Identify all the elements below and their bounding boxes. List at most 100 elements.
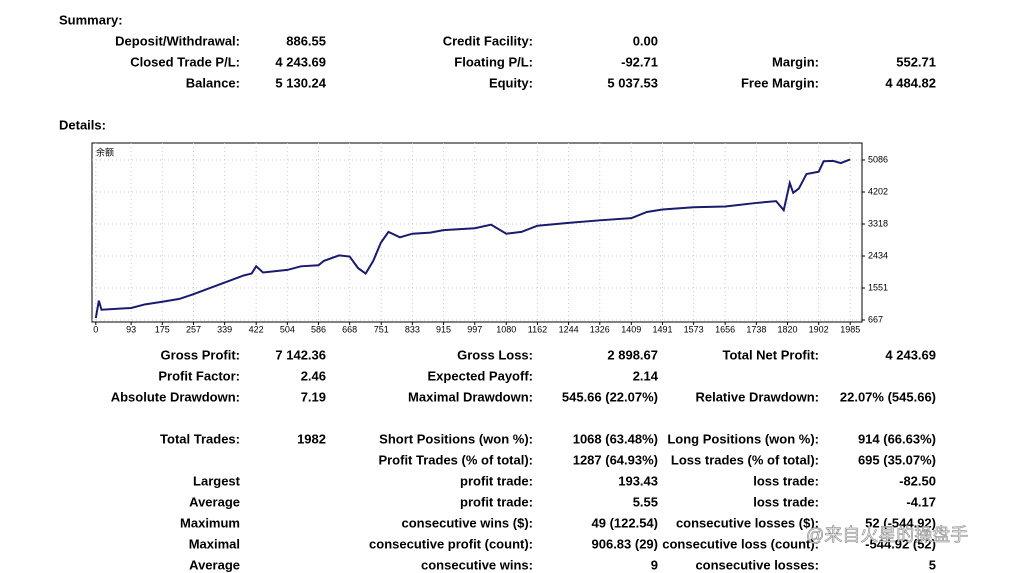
summary-title: Summary: <box>59 12 123 27</box>
cell-value: 9 <box>651 557 658 572</box>
x-tick-label: 1656 <box>715 324 735 334</box>
equity-line <box>94 158 851 319</box>
cell-label: Total Trades: <box>160 431 240 446</box>
x-tick-label: 997 <box>467 324 482 334</box>
cell-label: Average <box>189 494 240 509</box>
cell-label: Short Positions (won %): <box>379 431 533 446</box>
cell-label: consecutive losses ($): <box>676 515 819 530</box>
cell-value: -92.71 <box>621 54 658 69</box>
cell-value: 5.55 <box>633 494 658 509</box>
cell-value: 5 <box>929 557 936 572</box>
cell-value: -4.17 <box>906 494 936 509</box>
cell-label: Expected Payoff: <box>428 368 533 383</box>
cell-label: Gross Loss: <box>457 347 533 362</box>
x-tick-label: 1738 <box>746 324 766 334</box>
cell-value: 545.66 (22.07%) <box>562 389 658 404</box>
cell-value: 5 130.24 <box>275 75 326 90</box>
cell-label: Average <box>189 557 240 572</box>
x-tick-label: 93 <box>126 324 136 334</box>
y-tick-label: 2434 <box>868 250 888 260</box>
cell-label: Maximal <box>189 536 240 551</box>
cell-label: Floating P/L: <box>454 54 533 69</box>
watermark: @来自火星的操盘手 <box>806 525 968 545</box>
x-tick-label: 257 <box>186 324 201 334</box>
cell-value: 1068 (63.48%) <box>573 431 658 446</box>
cell-label: profit trade: <box>460 494 533 509</box>
cell-value: 22.07% (545.66) <box>840 389 936 404</box>
cell-label: Long Positions (won %): <box>667 431 819 446</box>
cell-value: 4 243.69 <box>885 347 936 362</box>
cell-value: 886.55 <box>286 33 326 48</box>
cell-label: consecutive profit (count): <box>369 536 533 551</box>
y-tick-label: 3318 <box>868 218 888 228</box>
cell-value: 52 (-544.92) <box>865 515 936 530</box>
cell-label: Absolute Drawdown: <box>111 389 240 404</box>
x-tick-label: 586 <box>311 324 326 334</box>
cell-value: 7 142.36 <box>275 347 326 362</box>
cell-label: consecutive wins ($): <box>402 515 533 530</box>
cell-value: -544.92 (52) <box>865 536 936 551</box>
cell-label: Deposit/Withdrawal: <box>115 33 240 48</box>
x-tick-label: 1491 <box>652 324 672 334</box>
cell-value: 193.43 <box>618 473 658 488</box>
cell-value: 0.00 <box>633 33 658 48</box>
x-tick-label: 1902 <box>809 324 829 334</box>
cell-label: Relative Drawdown: <box>695 389 819 404</box>
x-tick-label: 1244 <box>559 324 579 334</box>
cell-label: Free Margin: <box>741 75 819 90</box>
x-tick-label: 833 <box>405 324 420 334</box>
cell-value: 552.71 <box>896 54 936 69</box>
cell-label: Largest <box>193 473 241 488</box>
cell-label: consecutive loss (count): <box>662 536 819 551</box>
x-tick-label: 1326 <box>590 324 610 334</box>
x-tick-label: 668 <box>342 324 357 334</box>
cell-label: Balance: <box>186 75 240 90</box>
cell-value: 7.19 <box>301 389 326 404</box>
x-tick-label: 1162 <box>528 324 547 334</box>
x-tick-label: 0 <box>93 324 98 334</box>
cell-value: 1982 <box>297 431 326 446</box>
cell-label: Total Net Profit: <box>722 347 819 362</box>
cell-label: Margin: <box>772 54 819 69</box>
cell-label: Equity: <box>489 75 533 90</box>
cell-label: Profit Factor: <box>158 368 240 383</box>
cell-value: -82.50 <box>899 473 936 488</box>
cell-label: consecutive wins: <box>421 557 533 572</box>
cell-value: 2.46 <box>301 368 326 383</box>
x-tick-label: 504 <box>280 324 295 334</box>
cell-label: consecutive losses: <box>695 557 819 572</box>
cell-value: 4 243.69 <box>275 54 326 69</box>
cell-value: 695 (35.07%) <box>858 452 936 467</box>
y-tick-label: 667 <box>868 314 883 324</box>
cell-label: Loss trades (% of total): <box>671 452 819 467</box>
cell-value: 49 (122.54) <box>592 515 659 530</box>
cell-label: loss trade: <box>753 494 819 509</box>
cell-label: Profit Trades (% of total): <box>378 452 533 467</box>
y-tick-label: 5086 <box>868 154 888 164</box>
x-tick-label: 339 <box>217 324 232 334</box>
x-tick-label: 1409 <box>621 324 641 334</box>
x-tick-label: 422 <box>249 324 264 334</box>
x-tick-label: 1985 <box>840 324 860 334</box>
cell-value: 906.83 (29) <box>592 536 659 551</box>
x-tick-label: 751 <box>374 324 389 334</box>
cell-value: 2 898.67 <box>607 347 658 362</box>
x-tick-label: 175 <box>155 324 170 334</box>
chart-frame <box>91 142 863 323</box>
cell-value: 4 484.82 <box>885 75 936 90</box>
cell-value: 5 037.53 <box>607 75 658 90</box>
cell-label: loss trade: <box>753 473 819 488</box>
cell-label: Maximum <box>180 515 240 530</box>
cell-label: Closed Trade P/L: <box>130 54 240 69</box>
cell-label: Gross Profit: <box>161 347 240 362</box>
cell-label: Maximal Drawdown: <box>408 389 533 404</box>
cell-value: 1287 (64.93%) <box>573 452 658 467</box>
details-title: Details: <box>59 117 106 132</box>
x-tick-label: 915 <box>436 324 451 334</box>
x-tick-label: 1080 <box>496 324 516 334</box>
chart-title: 余额 <box>96 146 114 157</box>
y-tick-label: 1551 <box>868 282 888 292</box>
x-tick-label: 1820 <box>777 324 797 334</box>
x-tick-label: 1573 <box>684 324 704 334</box>
